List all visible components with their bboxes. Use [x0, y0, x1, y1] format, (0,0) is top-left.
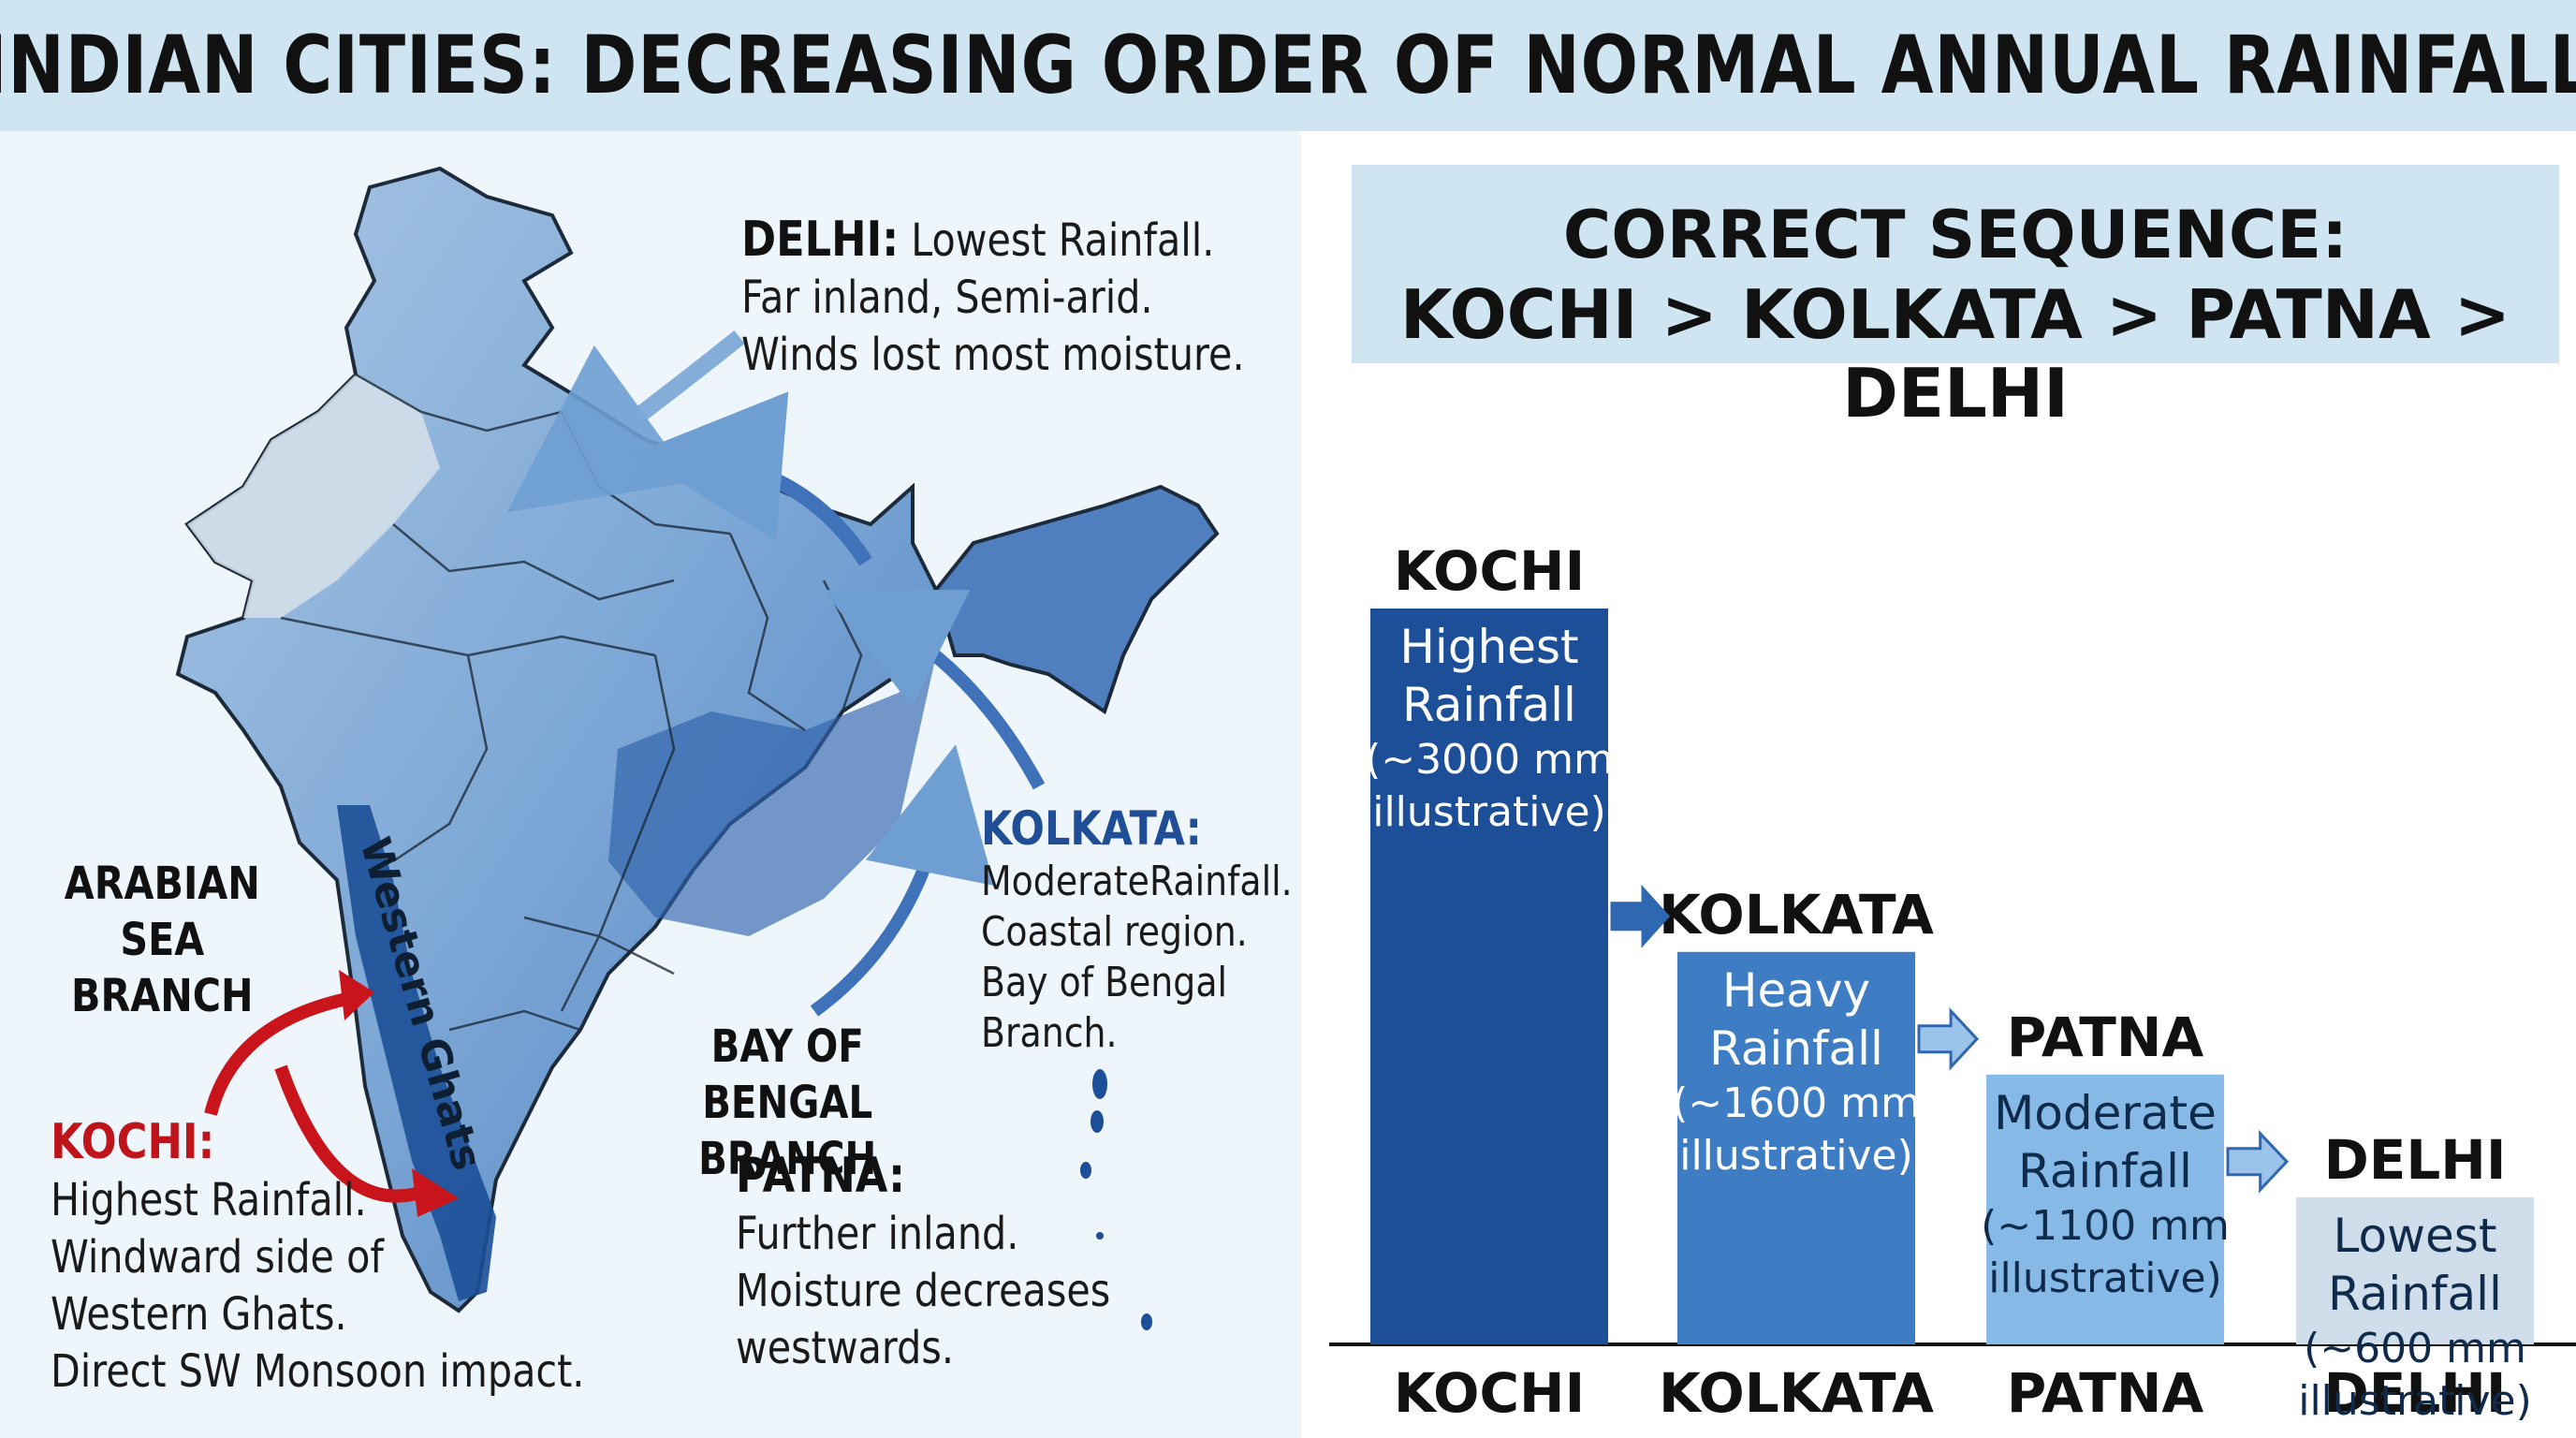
delhi-line-1: Lowest Rainfall. [911, 214, 1215, 267]
sequence-text: KOCHI > KOLKATA > PATNA > DELHI [1399, 275, 2511, 433]
bar-patna [1986, 1074, 2224, 1344]
kochi-heading: KOCHI: [51, 1114, 215, 1170]
patna-line-1: Further inland. [736, 1208, 1019, 1260]
bar-top-label-delhi: DELHI [2324, 1128, 2507, 1192]
kochi-line-1: Highest Rainfall. [51, 1174, 367, 1226]
arabian-sea-line-2: BRANCH [70, 970, 254, 1022]
kochi-line-3: Western Ghats. [51, 1288, 347, 1341]
kochi-arrowhead [412, 1168, 459, 1217]
kolkata-line-2: Coastal region. [981, 908, 1248, 956]
bar-value-label-delhi-1: Rainfall [2328, 1267, 2502, 1321]
delhi-annotation: DELHI: Lowest Rainfall. Far inland, Semi… [741, 212, 1326, 384]
east-heavy-region [608, 655, 936, 936]
bar-kolkata [1677, 951, 1915, 1344]
delhi-heading: DELHI: [741, 212, 900, 268]
kochi-annotation: KOCHI: Highest Rainfall. Windward side o… [51, 1114, 671, 1401]
arid-region [187, 374, 440, 618]
bar-value-label-kochi-1: Rainfall [1402, 678, 1576, 732]
sequence-box: CORRECT SEQUENCE: KOCHI > KOLKATA > PATN… [1352, 165, 2559, 433]
kolkata-line-4: Branch. [981, 1009, 1118, 1057]
map-panel: Western Ghats DELHI: Lowest Rainfall. Fa… [0, 131, 1301, 1438]
kochi-line-4: Direct SW Monsoon impact. [51, 1345, 585, 1398]
bay-line-2: BRANCH [698, 1133, 877, 1185]
bar-value-label-delhi-3: illustrative) [2298, 1377, 2532, 1425]
bar-value-label-kochi-2: (~3000 mm [1365, 736, 1614, 784]
bar-value-label-kochi-3: illustrative) [1372, 788, 1606, 836]
western-ghats-strip [337, 805, 496, 1301]
sequence-title: CORRECT SEQUENCE: [1562, 197, 2349, 273]
page-title: INDIAN CITIES: DECREASING ORDER OF NORMA… [0, 19, 2576, 112]
chart-panel: CORRECT SEQUENCE: KOCHI > KOLKATA > PATN… [1301, 131, 2576, 1438]
kolkata-annotation: KOLKATA: ModerateRainfall. Coastal regio… [981, 803, 1343, 1059]
bar-value-label-patna-0: Moderate [1994, 1086, 2217, 1140]
patna-line-3: westwards. [736, 1322, 954, 1374]
bay-of-bengal-branch-label: BAY OF BENGAL BRANCH [646, 1019, 929, 1187]
kolkata-line-1: ModerateRainfall. [981, 858, 1293, 905]
patna-annotation: PATNA: Further inland. Moisture decrease… [736, 1148, 1171, 1377]
northeast-region [933, 484, 1220, 715]
header: INDIAN CITIES: DECREASING ORDER OF NORMA… [0, 0, 2576, 131]
bay-arrow-to-patna [810, 744, 995, 1017]
bar-delhi [2296, 1196, 2534, 1344]
bar-top-label-patna: PATNA [2007, 1005, 2204, 1069]
step-arrow-3 [2226, 1130, 2290, 1194]
arabian-sea-arrowhead [339, 970, 374, 1020]
bar-value-label-delhi-0: Lowest [2334, 1209, 2497, 1263]
arabian-sea-branch-label: ARABIAN SEA BRANCH [37, 856, 287, 1024]
bar-value-label-patna-3: illustrative) [1988, 1255, 2222, 1302]
x-tick-label-kolkata: KOLKATA [1659, 1361, 1934, 1425]
arabian-sea-arrow [204, 990, 358, 1116]
kochi-line-2: Windward side of [51, 1231, 384, 1284]
kolkata-to-delhi-arrow [633, 391, 872, 566]
bar-value-label-patna-1: Rainfall [2018, 1144, 2192, 1198]
bar-kochi [1370, 609, 1608, 1344]
bar-value-label-kochi-0: Highest [1399, 620, 1578, 674]
bar-top-label-kochi: KOCHI [1394, 539, 1585, 603]
step-arrow-1 [1610, 884, 1671, 948]
arabian-sea-line-1: ARABIAN SEA [64, 858, 260, 966]
bar-value-label-patna-2: (~1100 mm [1981, 1202, 2230, 1250]
andaman-islands [1080, 1069, 1152, 1330]
delhi-line-3: Winds lost most moisture. [741, 329, 1245, 381]
bar-value-label-kolkata-2: (~1600 mm [1672, 1079, 1921, 1127]
bay-line-1: BAY OF BENGAL [702, 1020, 873, 1129]
kolkata-heading: KOLKATA: [981, 801, 1202, 856]
bar-value-label-kolkata-1: Rainfall [1709, 1021, 1883, 1076]
india-map: Western Ghats [175, 166, 1220, 1330]
kochi-arrow [274, 1064, 433, 1203]
x-tick-label-patna: PATNA [2007, 1361, 2204, 1425]
bar-value-label-kolkata-0: Heavy [1722, 963, 1870, 1018]
bar-value-label-delhi-2: (~600 mm [2304, 1325, 2526, 1372]
bar-value-label-kolkata-3: illustrative) [1679, 1132, 1913, 1180]
patna-line-2: Moisture decreases [736, 1265, 1111, 1317]
bay-arrow-to-kolkata [823, 589, 1046, 790]
x-tick-label-kochi: KOCHI [1394, 1361, 1585, 1425]
bar-top-label-kolkata: KOLKATA [1659, 883, 1934, 946]
step-arrow-2 [1917, 1006, 1980, 1071]
x-tick-label-delhi: DELHI [2324, 1361, 2507, 1425]
delhi-line-2: Far inland, Semi-arid. [741, 271, 1153, 324]
patna-heading: PATNA: [736, 1148, 906, 1204]
kolkata-line-3: Bay of Bengal [981, 959, 1228, 1006]
